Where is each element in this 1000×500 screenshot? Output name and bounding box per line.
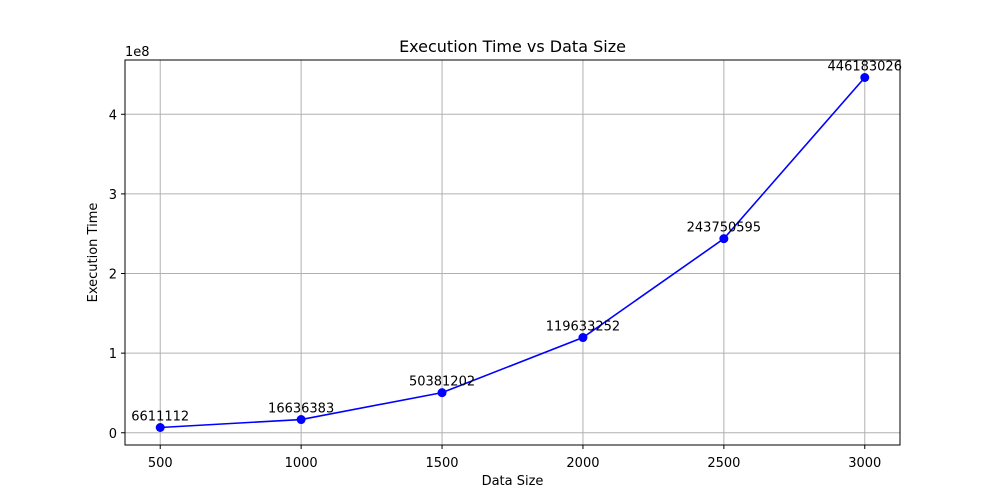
y-tick-label: 0 [109,427,117,442]
x-tick-label: 3000 [848,456,881,471]
y-axis-offset-label: 1e8 [125,45,150,60]
y-tick-label: 3 [109,188,117,203]
ticks-layer: 500 1000 1500 2000 2500 3000 0 1 2 3 4 [109,108,882,471]
data-point [296,415,306,425]
data-labels-layer: 6611112 16636383 50381202 119633252 24375059… [131,60,902,425]
x-tick-label: 500 [148,456,173,471]
data-label: 50381202 [409,375,475,390]
data-point [578,333,588,343]
data-point [155,423,165,432]
data-label: 119633252 [546,320,620,335]
data-point [719,234,729,244]
y-tick-label: 4 [109,108,117,123]
x-tick-label: 1000 [285,456,318,471]
series-layer [155,73,870,432]
data-label: 446183026 [828,60,902,75]
series-line [160,76,866,429]
x-tick-label: 1500 [425,456,458,471]
y-tick-label: 1 [109,347,117,362]
y-axis-label: Execution Time [86,203,101,303]
grid-layer [125,60,900,445]
data-label: 243750595 [687,221,761,236]
plot-frame [124,59,901,446]
x-tick-label: 2500 [707,456,740,471]
data-point [437,388,447,398]
data-point [860,73,870,82]
data-label: 16636383 [268,402,334,417]
chart-title: Execution Time vs Data Size [399,37,626,56]
x-tick-label: 2000 [566,456,599,471]
y-tick-label: 2 [109,268,117,283]
data-label: 6611112 [131,410,189,425]
x-axis-label: Data Size [482,474,544,489]
